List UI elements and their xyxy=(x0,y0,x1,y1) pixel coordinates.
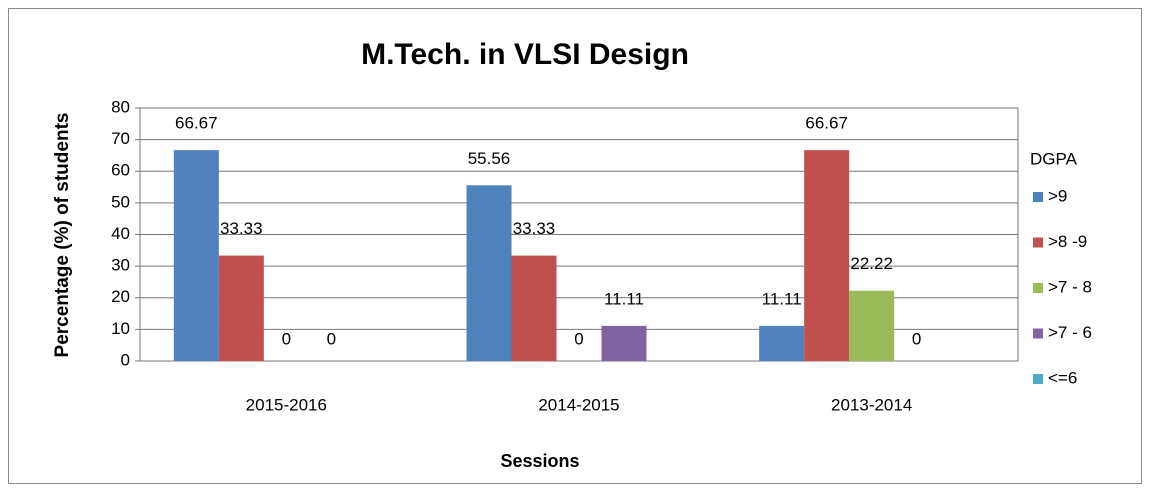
plot-border xyxy=(139,107,1019,362)
y-tick-label: 30 xyxy=(111,256,130,275)
legend-label: >7 - 6 xyxy=(1048,323,1092,342)
x-tick-label: 2014-2015 xyxy=(538,395,619,414)
data-label: 33.33 xyxy=(513,219,556,238)
x-axis-label: Sessions xyxy=(500,451,579,471)
y-tick-label: 50 xyxy=(111,192,130,211)
y-tick-label: 0 xyxy=(121,350,130,369)
legend-swatch xyxy=(1033,192,1043,202)
y-tick-label: 40 xyxy=(111,224,130,243)
bar xyxy=(511,255,557,361)
data-label: 11.11 xyxy=(604,289,644,308)
y-axis-label: Percentage (%) of students xyxy=(52,113,73,358)
legend-label: >8 -9 xyxy=(1048,232,1087,251)
bar xyxy=(804,150,850,361)
bar xyxy=(849,290,895,361)
chart-title: M.Tech. in VLSI Design xyxy=(361,38,689,71)
bar xyxy=(218,255,264,361)
legend-swatch xyxy=(1033,374,1043,384)
x-tick-label: 2015-2016 xyxy=(246,395,327,414)
y-tick-label: 60 xyxy=(111,161,130,180)
legend-label: >7 - 8 xyxy=(1048,277,1092,296)
legend-swatch xyxy=(1033,283,1043,293)
data-label: 0 xyxy=(574,329,583,348)
bar xyxy=(759,325,805,361)
legend-title: DGPA xyxy=(1030,149,1078,168)
bar xyxy=(173,150,219,361)
data-label: 0 xyxy=(282,329,291,348)
data-label: 0 xyxy=(912,329,921,348)
legend-swatch xyxy=(1033,237,1043,248)
legend-label: <=6 xyxy=(1048,368,1077,387)
x-tick-label: 2013-2014 xyxy=(831,395,912,414)
data-label: 66.67 xyxy=(805,114,848,133)
legend-label: >9 xyxy=(1048,186,1067,205)
y-tick-label: 10 xyxy=(111,319,130,338)
y-tick-label: 80 xyxy=(111,97,130,116)
legend-swatch xyxy=(1033,328,1043,339)
data-label: 0 xyxy=(327,329,336,348)
data-label: 33.33 xyxy=(220,219,263,238)
data-label: 22.22 xyxy=(850,254,893,273)
y-tick-label: 20 xyxy=(111,287,130,306)
data-label: 66.67 xyxy=(175,114,218,133)
y-tick-label: 70 xyxy=(111,129,130,148)
data-label: 11.11 xyxy=(762,289,802,308)
data-label: 55.56 xyxy=(468,149,511,168)
bar xyxy=(466,185,512,361)
bar xyxy=(601,325,647,361)
